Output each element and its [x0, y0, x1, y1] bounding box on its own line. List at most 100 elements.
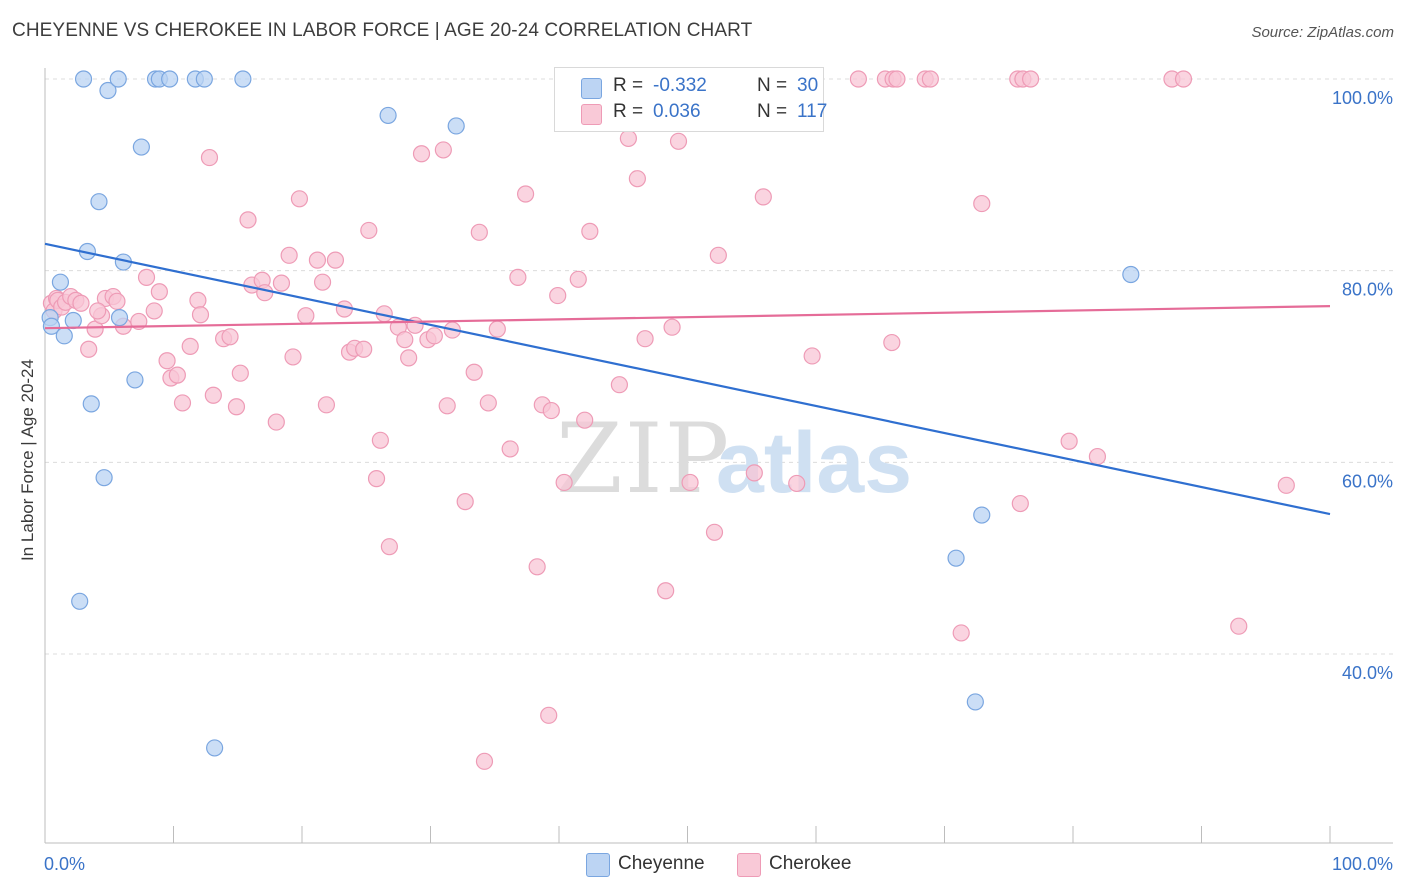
cherokee-swatch [581, 104, 602, 125]
watermark-atlas: atlas [716, 415, 912, 511]
cherokee-point [921, 70, 939, 88]
cherokee-point [663, 318, 681, 336]
cheyenne-point [82, 395, 100, 413]
cherokee-point [297, 307, 315, 325]
cherokee-point [705, 523, 724, 541]
cherokee-point [549, 286, 567, 305]
cherokee-point [200, 148, 219, 167]
cherokee-point [280, 246, 298, 264]
cherokee-point [267, 413, 285, 431]
cherokee-point [465, 363, 483, 381]
cherokee-point [628, 170, 646, 188]
cherokee-point [412, 145, 431, 163]
chart-title: CHEYENNE VS CHEROKEE IN LABOR FORCE | AG… [12, 20, 753, 41]
cherokee-trend-line [44, 305, 1331, 330]
cherokee-point [952, 624, 970, 642]
cherokee-point [355, 340, 373, 358]
cheyenne-point [74, 70, 93, 88]
cherokee-point [888, 70, 906, 88]
cherokee-points [42, 70, 1295, 770]
cherokee-point [849, 70, 868, 88]
cheyenne-n-value: 30 [797, 75, 819, 96]
cheyenne-point [64, 311, 82, 330]
cherokee-point [745, 464, 763, 482]
cherokee-point [555, 473, 573, 492]
cherokee-point [438, 397, 456, 415]
cherokee-point [542, 401, 560, 420]
cherokee-point [569, 270, 587, 288]
cherokee-point [1060, 432, 1078, 450]
cheyenne-point [109, 70, 127, 88]
cherokee-point [581, 222, 599, 240]
gridlines [45, 78, 1393, 655]
cherokee-point [788, 474, 806, 493]
cherokee-point [516, 185, 535, 203]
cherokee-point [80, 340, 98, 358]
cherokee-legend-swatch [737, 853, 761, 877]
cherokee-point [284, 348, 302, 366]
cheyenne-point [132, 138, 150, 156]
cheyenne-legend-label: Cheyenne [618, 853, 705, 874]
cheyenne-point [379, 106, 397, 125]
cherokee-n-value: 117 [797, 101, 828, 122]
cherokee-point [669, 132, 688, 150]
cheyenne-point [161, 70, 179, 88]
tick-labels: 40.0% 60.0% 80.0% 100.0% 0.0% 100.0% [44, 88, 1393, 874]
cheyenne-point [42, 317, 61, 335]
cherokee-point [636, 330, 654, 348]
cherokee-point [1011, 494, 1029, 513]
cherokee-point [239, 211, 257, 229]
cherokee-point [400, 349, 418, 367]
cherokee-point [973, 194, 991, 213]
y-tick-label: 40.0% [1342, 663, 1393, 683]
cheyenne-point [195, 70, 213, 88]
cherokee-point [72, 294, 90, 312]
cheyenne-point [447, 117, 465, 135]
cherokee-point [313, 273, 332, 291]
cherokee-point [425, 327, 443, 345]
cheyenne-point [71, 592, 89, 610]
cherokee-point [803, 347, 821, 365]
cherokee-point [89, 302, 107, 320]
cherokee-point [540, 706, 558, 724]
cherokee-point [367, 470, 386, 488]
cherokee-point [883, 333, 901, 352]
cherokee-point [326, 251, 345, 269]
cherokee-point [204, 386, 222, 404]
cherokee-point [479, 394, 497, 412]
cherokee-point [1088, 447, 1107, 466]
cheyenne-point [51, 273, 70, 291]
cherokee-point [501, 440, 519, 458]
cherokee-point [1277, 476, 1295, 494]
cherokee-point [488, 320, 506, 338]
cherokee-point [475, 752, 494, 770]
cherokee-point [290, 190, 309, 208]
cherokee-point [231, 364, 249, 382]
n-label: N = [757, 101, 788, 122]
r-label: R = [613, 75, 644, 96]
watermark: ZIP atlas [556, 403, 912, 515]
cheyenne-point [1122, 265, 1140, 284]
r-label: R = [613, 101, 644, 122]
cherokee-point [709, 246, 727, 264]
cheyenne-point [206, 739, 224, 757]
cheyenne-point [126, 371, 144, 389]
x-tick-label: 100.0% [1332, 854, 1393, 874]
cheyenne-point [966, 693, 984, 711]
cherokee-r-value: 0.036 [653, 101, 701, 122]
cherokee-point [272, 274, 291, 292]
cheyenne-swatch [581, 78, 602, 99]
cherokee-point [456, 493, 474, 511]
cheyenne-point [110, 309, 129, 327]
cherokee-point [528, 558, 546, 576]
cherokee-point [371, 431, 389, 449]
cheyenne-point [90, 193, 108, 211]
cheyenne-point [55, 327, 73, 345]
y-tick-label: 80.0% [1342, 280, 1393, 300]
cherokee-point [308, 251, 327, 269]
cherokee-point [657, 582, 675, 600]
cherokee-point [619, 129, 637, 148]
cheyenne-r-value: -0.332 [653, 75, 707, 96]
cherokee-point [754, 188, 772, 206]
cherokee-point [1230, 617, 1248, 635]
